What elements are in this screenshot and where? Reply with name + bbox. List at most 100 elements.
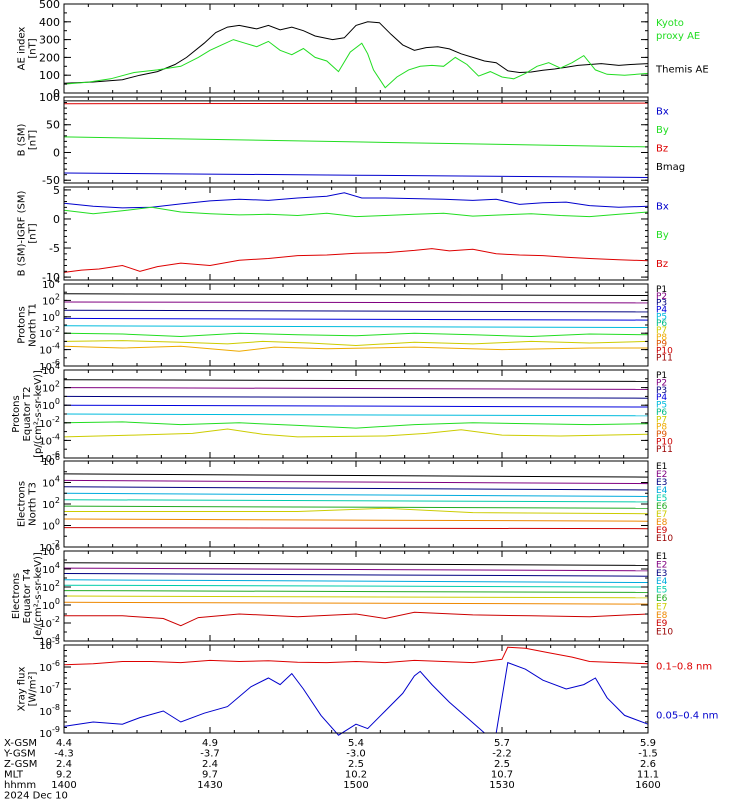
series-line-6-6: [63, 505, 649, 509]
legend-entry: 0.05–0.4 nm: [656, 711, 718, 722]
legend-entry: Bx: [656, 107, 669, 118]
y-tick-label: 0: [53, 213, 60, 226]
x-row-value: 1500: [343, 780, 368, 791]
legend-entry: P10: [656, 437, 673, 447]
series-line-5-1: [63, 379, 649, 382]
y-tick-label: 100: [42, 309, 60, 324]
panel-frame: [63, 644, 649, 734]
series-line-4-8: [63, 345, 648, 352]
legend-entry: Bz: [656, 143, 668, 154]
y-tick-label: -50: [42, 174, 60, 187]
y-tick-label: 10-9: [39, 725, 60, 740]
series-line-6-3: [63, 486, 649, 491]
y-tick-label: 106: [42, 543, 60, 558]
legend-entry: P5: [656, 401, 667, 411]
legend-entry: E4: [656, 486, 668, 496]
y-tick-label: 106: [42, 453, 60, 468]
y-tick-label: 500: [39, 0, 60, 11]
x-row-label: hhmm: [4, 780, 36, 791]
legend-entry: E4: [656, 577, 668, 587]
panel-3: -10 -5 0 5 B (SM)-IGRF (SM) [nT] Bx By Bz: [17, 184, 669, 284]
panel-1: 0 100 200 300 400 500 AE index [nT] Kyoto proxy A…: [17, 0, 709, 100]
legend-entry: P5: [656, 312, 667, 322]
y-tick-label: 102: [42, 292, 60, 307]
y-axis-label: B (SM): [17, 123, 28, 156]
y-tick-label: 10-5: [39, 637, 60, 652]
panel-frame: [63, 96, 649, 184]
series-line-7-2: [63, 567, 649, 572]
x-row-value: -1.5: [638, 749, 658, 760]
legend-entry: P8: [656, 333, 667, 343]
y-tick-label: 10-6: [39, 358, 60, 373]
panel-7: 10-4 10-2 100 102 104 106 Electrons Equator T4[…: [11, 543, 673, 648]
series-line-4-7: [63, 340, 649, 347]
y-tick-label: -5: [49, 242, 60, 255]
y-tick-label: 10-6: [39, 450, 60, 465]
y-tick-label: 10-4: [39, 633, 60, 648]
y-tick-label: 10-4: [39, 342, 60, 357]
series-line-4-4: [63, 317, 649, 321]
legend-entry: P9: [656, 430, 667, 440]
y-axis-label: Equator T2: [22, 387, 33, 442]
series-line-6-7: [64, 507, 649, 515]
x-row-value: -3.7: [200, 749, 220, 760]
y-tick-label: 200: [39, 51, 60, 64]
legend-entry: E7: [656, 510, 667, 520]
y-axis-label: [e/(cm²-s-sr-keV)]: [33, 552, 44, 640]
y-axis-label: Protons: [17, 306, 28, 343]
legend-entry: P10: [656, 347, 673, 357]
y-axis-label: [nT]: [28, 223, 39, 243]
x-row-value: 1600: [635, 780, 660, 791]
y-tick-label: 104: [42, 276, 60, 291]
x-row-value: 2.6: [640, 759, 656, 770]
x-row-value: -3.0: [346, 749, 366, 760]
series-line-1-2: [63, 39, 649, 89]
series-line-7-6: [63, 590, 649, 593]
x-date-label: 2024 Dec 10: [4, 791, 68, 800]
legend-entry: Bmag: [656, 162, 685, 173]
x-row-value: 1530: [489, 780, 514, 791]
legend-entry: E5: [656, 494, 667, 504]
y-tick-label: 0: [53, 146, 60, 159]
legend-entry: Themis AE: [655, 64, 709, 75]
series-line-7-3: [63, 573, 649, 577]
series-line-7-9: [64, 611, 649, 627]
y-axis-label: Protons: [11, 395, 22, 432]
legend-entry: By: [656, 230, 669, 241]
y-axis-label: North T3: [28, 482, 39, 526]
legend-entry: Kyoto: [656, 18, 684, 29]
x-row-value: 10.2: [345, 770, 367, 781]
x-row-value: -2.2: [492, 749, 512, 760]
y-tick-label: 10-7: [39, 681, 60, 696]
series-line-7-1: [63, 562, 649, 566]
y-tick-label: 10-2: [39, 325, 60, 340]
legend-entry: P11: [656, 445, 673, 455]
series-line-7-8: [63, 601, 649, 605]
series-line-6-8: [63, 518, 649, 522]
panel-frame: [63, 3, 649, 94]
legend-entry: Bz: [656, 259, 668, 270]
x-row-value: 4.4: [56, 738, 72, 749]
panel-frame: [63, 283, 649, 367]
legend-entry: E1: [656, 462, 667, 472]
y-axis-label: Electrons: [17, 481, 28, 527]
x-row-value: 1430: [197, 780, 222, 791]
x-row-value: 10.7: [491, 770, 513, 781]
legend-entry: P8: [656, 423, 667, 433]
legend-entry: P4: [656, 306, 667, 316]
legend-entry: E9: [656, 526, 668, 536]
series-line-1-1: [63, 21, 649, 84]
series-line-2-2: [63, 102, 649, 105]
y-tick-label: 10-2: [39, 415, 60, 430]
series-line-5-4: [63, 404, 649, 408]
legend-entry: By: [656, 125, 669, 136]
legend-entry: E7: [656, 602, 667, 612]
series-line-7-5: [63, 584, 649, 588]
y-tick-label: 102: [42, 496, 60, 511]
y-tick-label: 102: [42, 380, 60, 395]
panel-5: 10-6 10-4 10-2 100 102 104 Protons Equator T2 [p…: [11, 362, 673, 465]
x-row-value: 2.4: [202, 759, 218, 770]
series-line-6-2: [63, 479, 649, 485]
